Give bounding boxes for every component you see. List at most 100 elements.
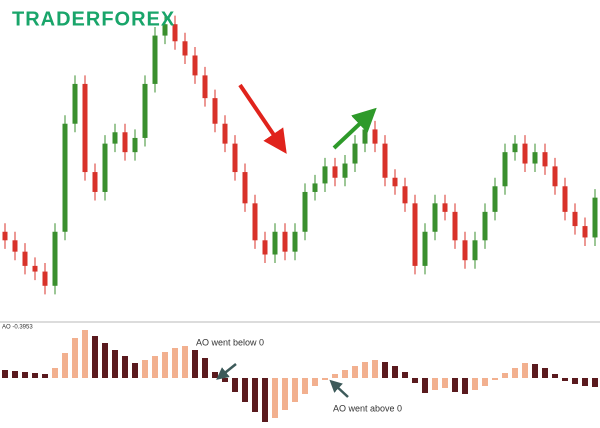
candle-body	[102, 143, 108, 192]
ao-bar	[72, 338, 78, 378]
candle-body	[452, 211, 458, 241]
ao-bar	[362, 362, 368, 378]
candle-body	[92, 172, 98, 192]
annotation: AO went above 0	[333, 403, 402, 413]
candle-body	[172, 24, 178, 42]
ao-bar	[572, 378, 578, 384]
ao-bar	[342, 370, 348, 378]
candle-body	[382, 143, 388, 178]
ao-bar	[142, 360, 148, 378]
ao-bar	[152, 356, 158, 378]
ao-bar	[132, 363, 138, 378]
ao-bar	[302, 378, 308, 394]
ao-bar	[462, 378, 468, 394]
candle-body	[132, 137, 138, 153]
candle-body	[292, 231, 298, 252]
candle-body	[562, 186, 568, 212]
ao-bar	[212, 372, 218, 378]
ao-bar	[92, 336, 98, 378]
candle-body	[42, 271, 48, 286]
candle-body	[62, 123, 68, 232]
ao-bar	[162, 352, 168, 378]
candle-body	[482, 211, 488, 241]
ao-bar	[232, 378, 238, 392]
ao-bar	[112, 350, 118, 378]
candle-body	[242, 172, 248, 204]
ao-bar	[552, 374, 558, 378]
candle-body	[122, 132, 128, 153]
candle-body	[322, 166, 328, 184]
candle-body	[342, 163, 348, 178]
candle-body	[472, 240, 478, 261]
candle-body	[522, 143, 528, 164]
ao-bar	[182, 346, 188, 378]
ao-bar	[322, 378, 328, 380]
ao-bar	[102, 343, 108, 378]
ao-bar	[452, 378, 458, 392]
candle-body	[532, 152, 538, 164]
candle-body	[212, 98, 218, 124]
candle-body	[402, 186, 408, 204]
candle-body	[502, 152, 508, 187]
candle-body	[462, 240, 468, 261]
down-arrow	[238, 83, 287, 154]
ao-bar	[82, 330, 88, 378]
candle-body	[52, 231, 58, 286]
candle-body	[282, 231, 288, 252]
ao-bar	[562, 378, 568, 381]
candle-body	[222, 123, 228, 144]
ao-bar	[222, 378, 228, 382]
candle-body	[302, 191, 308, 232]
ao-bar	[252, 378, 258, 412]
logo: TRADERFOREX	[12, 8, 175, 30]
candle-body	[412, 203, 418, 266]
indicator-label: AO -0.3953	[2, 325, 33, 331]
candle-body	[422, 231, 428, 266]
candle-body	[112, 132, 118, 144]
candle-body	[2, 231, 8, 241]
ao-panel	[2, 330, 598, 422]
candle-body	[332, 166, 338, 178]
candle-body	[312, 183, 318, 192]
candle-body	[202, 75, 208, 99]
ao-bar	[432, 378, 438, 390]
ao-bar	[122, 356, 128, 378]
ao-bar	[592, 378, 598, 387]
candle-body	[362, 129, 368, 144]
ao-bar	[32, 373, 38, 378]
ao-bar	[442, 378, 448, 388]
candle-body	[552, 166, 558, 187]
candle-body	[442, 203, 448, 212]
ao-bar	[2, 370, 8, 378]
ao-bar	[392, 366, 398, 378]
ao-bar	[52, 368, 58, 378]
ao-bar	[522, 363, 528, 378]
candle-body	[72, 83, 78, 124]
ao-bar	[492, 378, 498, 380]
candle-body	[572, 211, 578, 227]
candle-body	[432, 203, 438, 232]
ao-bar	[372, 360, 378, 378]
ao-bar	[292, 378, 298, 402]
candle-body	[32, 265, 38, 272]
candle-body	[272, 231, 278, 255]
ao-bar	[272, 378, 278, 418]
ao-bar	[352, 366, 358, 378]
candle-body	[192, 55, 198, 76]
candle-body	[492, 186, 498, 212]
candle-body	[232, 143, 238, 173]
candle-body	[252, 203, 258, 241]
candle-body	[352, 143, 358, 164]
candle-body	[152, 35, 158, 84]
candle-body	[512, 143, 518, 153]
annotation: AO went below 0	[196, 337, 264, 347]
ao-bar	[262, 378, 268, 422]
candle-body	[392, 177, 398, 187]
candle-body	[82, 83, 88, 173]
annotation-arrow	[329, 379, 349, 398]
candle-body	[12, 240, 18, 252]
candle-body	[262, 240, 268, 255]
ao-bar	[242, 378, 248, 402]
ao-bar	[542, 368, 548, 378]
candle-body	[182, 41, 188, 56]
